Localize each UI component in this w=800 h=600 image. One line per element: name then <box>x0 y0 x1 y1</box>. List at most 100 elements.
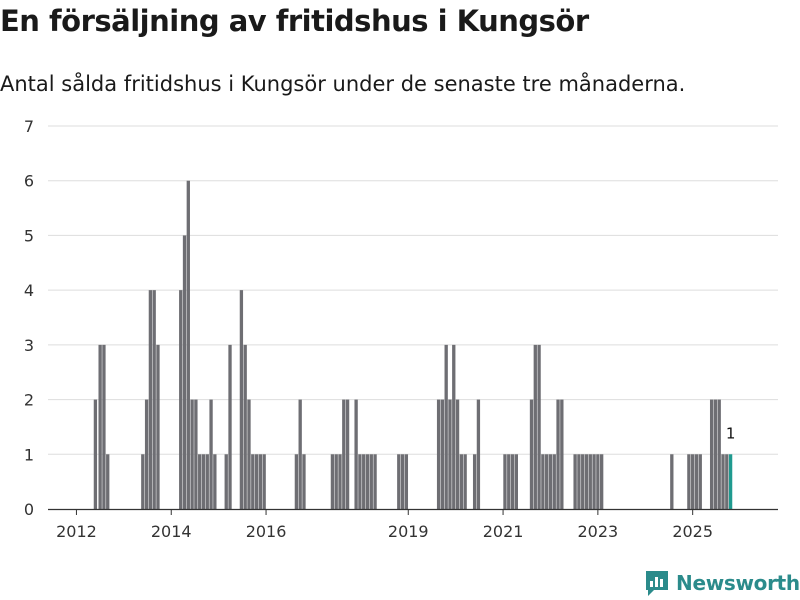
bar <box>298 399 302 509</box>
bar <box>529 399 534 509</box>
bar <box>243 344 247 509</box>
bar <box>198 454 202 509</box>
bar <box>548 454 553 509</box>
bar <box>400 454 405 509</box>
bar <box>455 399 460 509</box>
bar <box>239 290 244 509</box>
bar <box>552 454 556 509</box>
bar <box>338 454 342 509</box>
bar <box>556 399 560 509</box>
y-tick-label: 6 <box>24 172 34 191</box>
bar <box>205 454 209 509</box>
bar <box>584 454 589 509</box>
bar <box>687 454 691 509</box>
bar <box>397 454 401 509</box>
bar <box>503 454 507 509</box>
bar <box>444 344 448 509</box>
bar <box>182 235 187 509</box>
bar <box>156 344 160 509</box>
bar <box>537 344 541 509</box>
bar <box>717 399 721 509</box>
bar <box>541 454 545 509</box>
bar <box>600 454 604 509</box>
bar <box>102 344 106 509</box>
bar <box>476 399 481 509</box>
bar <box>573 454 577 509</box>
x-tick-label: 2021 <box>483 522 524 541</box>
bar <box>224 454 228 509</box>
x-tick-label: 2016 <box>246 522 287 541</box>
bar <box>152 290 156 509</box>
bar <box>592 454 596 509</box>
bar <box>93 399 98 509</box>
bar <box>588 454 592 509</box>
bar <box>254 454 259 509</box>
bar <box>144 399 149 509</box>
bar <box>228 344 232 509</box>
bar <box>404 454 409 509</box>
bar <box>577 454 581 509</box>
bar <box>533 344 537 509</box>
bar <box>369 454 373 509</box>
bar <box>247 399 251 509</box>
y-tick-label: 7 <box>24 117 34 136</box>
bar <box>201 454 206 509</box>
bar <box>463 454 467 509</box>
bar <box>258 454 263 509</box>
bar <box>694 454 699 509</box>
bar <box>194 399 198 509</box>
x-tick-label: 2025 <box>672 522 713 541</box>
bar <box>440 399 445 509</box>
bar <box>358 454 362 509</box>
bar <box>721 454 725 509</box>
bar <box>514 454 518 509</box>
bar <box>670 454 674 509</box>
bar <box>186 180 190 509</box>
bar <box>106 454 110 509</box>
bar <box>213 454 217 509</box>
brand-name: Newsworthy <box>676 571 800 595</box>
bar <box>365 454 370 509</box>
bar <box>354 399 358 509</box>
bar <box>452 344 456 509</box>
x-tick-label: 2014 <box>151 522 192 541</box>
y-tick-label: 1 <box>24 445 34 464</box>
bar <box>581 454 585 509</box>
newsworthy-chart-icon <box>646 571 668 596</box>
bar <box>209 399 213 509</box>
bar <box>179 290 183 509</box>
bar <box>373 454 377 509</box>
bar <box>436 399 441 509</box>
bar <box>560 399 564 509</box>
bar <box>459 454 464 509</box>
bar <box>251 454 255 509</box>
bar <box>472 454 477 509</box>
bar <box>262 454 266 509</box>
chart-subtitle: Antal sålda fritidshus i Kungsör under d… <box>0 72 686 96</box>
bar <box>698 454 702 509</box>
y-tick-label: 5 <box>24 226 34 245</box>
bar <box>294 454 299 509</box>
y-tick-label: 0 <box>24 500 34 519</box>
bar <box>141 454 145 509</box>
bar <box>596 454 600 509</box>
x-tick-label: 2019 <box>388 522 429 541</box>
bar <box>362 454 366 509</box>
bar <box>507 454 511 509</box>
bar <box>709 399 714 509</box>
x-tick-label: 2023 <box>578 522 619 541</box>
bar <box>148 290 153 509</box>
bar <box>713 399 718 509</box>
bar <box>448 399 452 509</box>
y-tick-label: 4 <box>24 281 34 300</box>
bar <box>98 344 102 509</box>
bar <box>691 454 695 509</box>
y-tick-label: 2 <box>24 391 34 410</box>
y-tick-label: 3 <box>24 336 34 355</box>
highlight-data-label: 1 <box>726 424 736 442</box>
bar <box>330 454 335 509</box>
highlight-bar <box>728 454 733 509</box>
bar <box>345 399 350 509</box>
bar <box>342 399 346 509</box>
